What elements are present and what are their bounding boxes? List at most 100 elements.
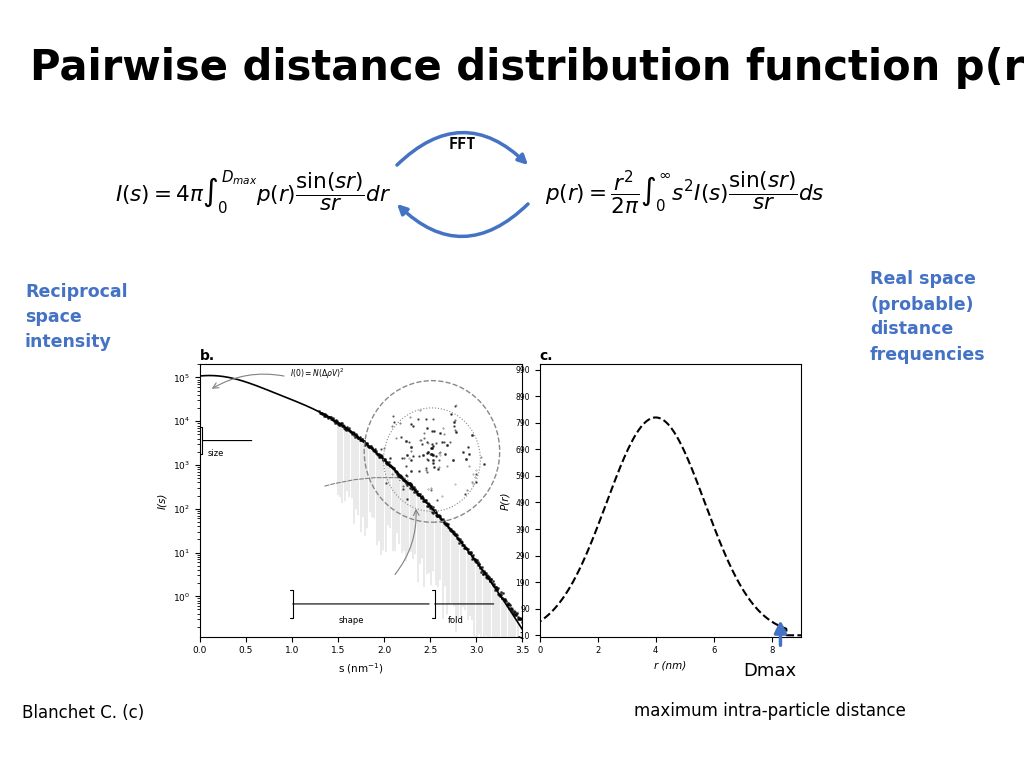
Point [449, 528, 465, 541]
Point [377, 454, 393, 466]
Point [461, 546, 477, 558]
Point [400, 477, 417, 489]
Point [477, 568, 494, 580]
Point [398, 476, 415, 488]
Point [399, 479, 416, 491]
Point [378, 456, 394, 468]
Point [427, 505, 443, 518]
Point [391, 470, 408, 482]
Point [317, 410, 334, 422]
Point [504, 604, 520, 617]
Point [509, 611, 525, 624]
Point [441, 524, 458, 536]
Point [423, 500, 439, 512]
Point [430, 509, 446, 521]
Point [322, 411, 338, 423]
Point [416, 495, 432, 507]
Point [412, 489, 428, 501]
Point [470, 558, 486, 570]
Text: shape: shape [338, 616, 364, 625]
Point [318, 409, 335, 421]
Point [481, 571, 498, 583]
Point [325, 412, 341, 424]
Point [366, 444, 382, 456]
Point [393, 470, 410, 482]
Point [455, 535, 471, 548]
Point [437, 518, 454, 530]
Point [326, 413, 342, 426]
Point [323, 413, 339, 426]
Point [350, 433, 367, 445]
Point [383, 460, 399, 472]
Point [323, 411, 339, 423]
Point [503, 601, 519, 614]
FancyArrowPatch shape [397, 133, 525, 165]
Point [426, 504, 442, 516]
Point [337, 423, 353, 435]
Point [383, 461, 399, 473]
Point [327, 417, 343, 430]
Point [384, 460, 400, 472]
Point [436, 517, 453, 529]
Point [359, 440, 376, 453]
Point [505, 607, 521, 619]
Point [512, 612, 528, 624]
Point [338, 422, 354, 434]
Point [392, 471, 409, 483]
Point [462, 546, 478, 558]
Point [316, 408, 333, 420]
Point [467, 555, 483, 567]
Point [457, 541, 473, 553]
Text: b.: b. [200, 349, 215, 363]
Point [365, 443, 381, 456]
Point [498, 594, 514, 606]
Point [385, 462, 401, 474]
Point [366, 446, 382, 458]
Point [388, 466, 404, 478]
Point [464, 549, 480, 561]
Point [441, 522, 458, 534]
Point [480, 570, 497, 582]
Point [472, 561, 488, 574]
Point [404, 483, 421, 495]
Point [395, 474, 412, 486]
Point [500, 597, 516, 609]
Point [489, 582, 506, 594]
Point [468, 555, 484, 568]
Point [439, 519, 456, 532]
Point [514, 616, 530, 628]
Point [434, 514, 451, 526]
Point [414, 490, 430, 502]
Text: Blanchet C. (c): Blanchet C. (c) [22, 704, 144, 722]
Point [487, 581, 504, 593]
Point [429, 510, 445, 522]
Text: c.: c. [540, 349, 553, 363]
Point [501, 602, 517, 614]
Point [358, 437, 375, 449]
Point [421, 499, 437, 512]
Point [373, 451, 389, 463]
Point [437, 518, 454, 530]
Point [394, 473, 411, 486]
Point [409, 488, 425, 500]
Point [391, 471, 408, 483]
Point [471, 558, 487, 570]
X-axis label: r (nm): r (nm) [654, 661, 686, 671]
Point [347, 429, 364, 441]
Point [398, 477, 415, 489]
Point [356, 435, 373, 447]
Point [496, 594, 512, 606]
Point [368, 445, 384, 457]
Point [474, 565, 490, 577]
Point [507, 606, 523, 618]
Point [313, 408, 330, 420]
Point [352, 433, 369, 446]
Point [410, 489, 426, 501]
Point [422, 499, 438, 512]
Point [343, 426, 359, 439]
Point [312, 407, 329, 419]
Point [318, 410, 335, 423]
Point [497, 594, 513, 606]
Point [342, 424, 358, 436]
Point [432, 512, 449, 525]
